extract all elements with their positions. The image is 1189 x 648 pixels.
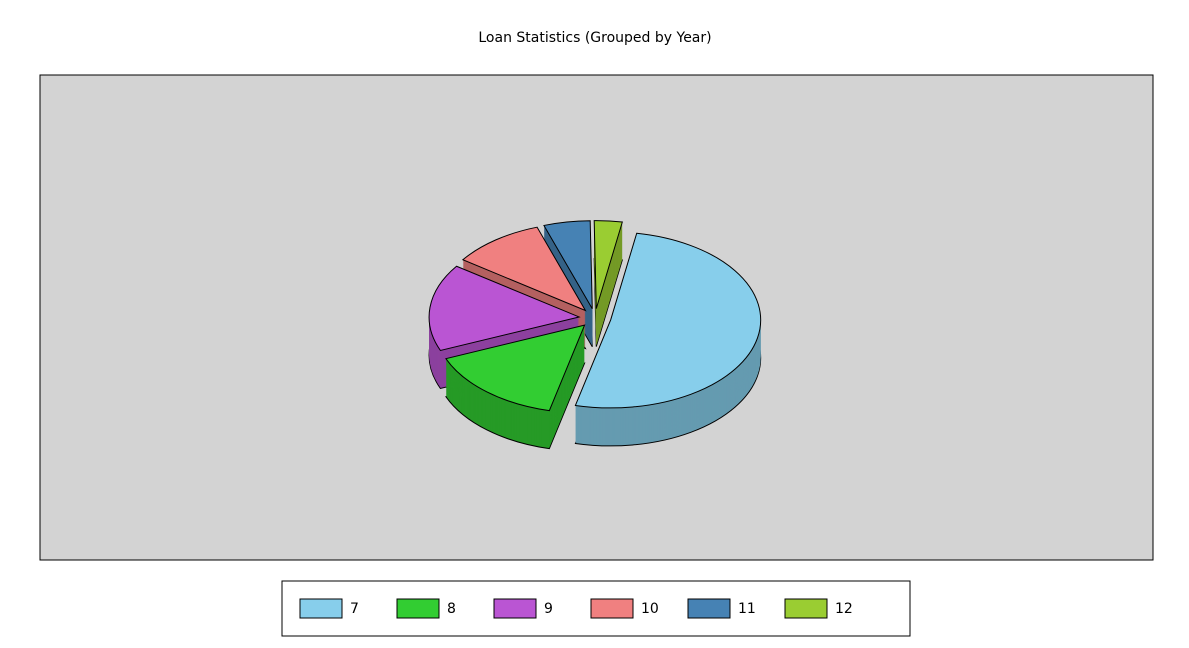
- slice-top: [445, 324, 586, 412]
- legend-swatch: [687, 598, 731, 619]
- legend-swatch: [299, 598, 343, 619]
- legend-swatch: [784, 598, 828, 619]
- pie-slice: [445, 324, 586, 450]
- slice-top: [428, 265, 581, 352]
- slice-top: [593, 220, 623, 309]
- legend-label: 10: [641, 601, 659, 617]
- slice-top: [461, 226, 587, 312]
- legend-swatch: [396, 598, 440, 619]
- legend-label: 7: [350, 601, 359, 617]
- legend-label: 8: [447, 601, 456, 617]
- chart-title: Loan Statistics (Grouped by Year): [478, 30, 711, 46]
- legend-label: 9: [544, 601, 553, 617]
- slice-top: [543, 220, 593, 310]
- legend-label: 12: [835, 601, 853, 617]
- legend-label: 11: [738, 601, 756, 617]
- slice-top: [574, 232, 762, 409]
- legend-swatch: [590, 598, 634, 619]
- pie-slice: [593, 220, 623, 347]
- legend-swatch: [493, 598, 537, 619]
- pie-slice: [574, 232, 762, 447]
